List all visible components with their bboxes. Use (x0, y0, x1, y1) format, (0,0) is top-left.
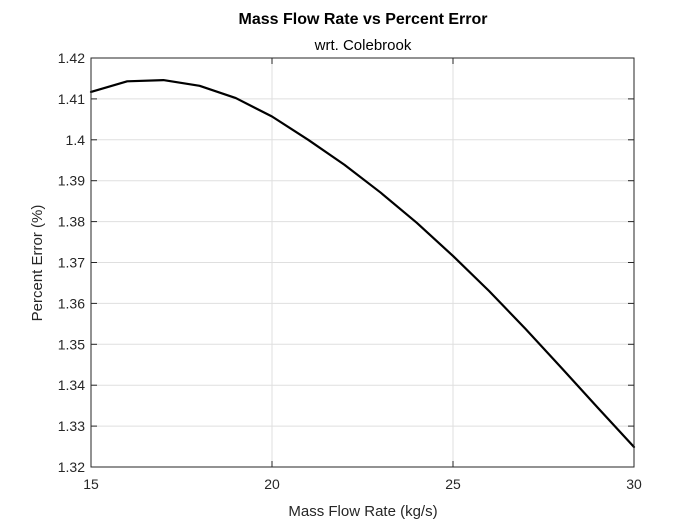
tick-marks (90, 57, 635, 468)
data-point (271, 115, 273, 118)
y-tick-label: 1.38 (58, 214, 85, 230)
y-tick-label: 1.35 (58, 336, 85, 352)
series-line-0 (89, 78, 636, 449)
data-point (126, 80, 128, 82)
plot-area (89, 57, 636, 468)
y-tick-label: 1.33 (58, 418, 85, 434)
data-point (416, 222, 418, 224)
x-tick-label: 25 (445, 476, 461, 492)
y-tick-label: 1.32 (58, 459, 85, 475)
y-tick-label: 1.42 (58, 50, 85, 66)
data-point (380, 191, 382, 194)
data-point (452, 255, 454, 257)
data-point (162, 79, 164, 81)
x-tick-label: 20 (264, 476, 280, 492)
data-point (524, 328, 527, 330)
data-point (235, 97, 237, 99)
y-axis-label: Percent Error (%) (29, 205, 46, 322)
y-tick-labels: 1.32 1.33 1.34 1.35 1.36 1.37 1.38 1.39 1.4 1.41 1… (58, 50, 85, 475)
y-tick-label: 1.36 (58, 295, 85, 311)
y-tick-label: 1.34 (58, 377, 85, 393)
chart-title: Mass Flow Rate vs Percent Error (239, 11, 488, 28)
x-tick-labels: 15 20 25 30 (83, 476, 642, 492)
x-axis-label: Mass Flow Rate (kg/s) (288, 503, 437, 520)
data-point (307, 139, 309, 141)
data-point (343, 164, 345, 166)
data-point (561, 367, 563, 369)
data-point (597, 407, 599, 409)
data-point (488, 290, 490, 292)
y-tick-label: 1.4 (66, 132, 86, 148)
y-tick-label: 1.39 (58, 173, 85, 189)
y-tick-label: 1.41 (58, 91, 85, 107)
x-tick-label: 30 (626, 476, 642, 492)
data-point (199, 85, 201, 87)
x-tick-label: 15 (83, 476, 99, 492)
chart-subtitle: wrt. Colebrook (314, 37, 412, 54)
y-tick-label: 1.37 (58, 255, 85, 271)
